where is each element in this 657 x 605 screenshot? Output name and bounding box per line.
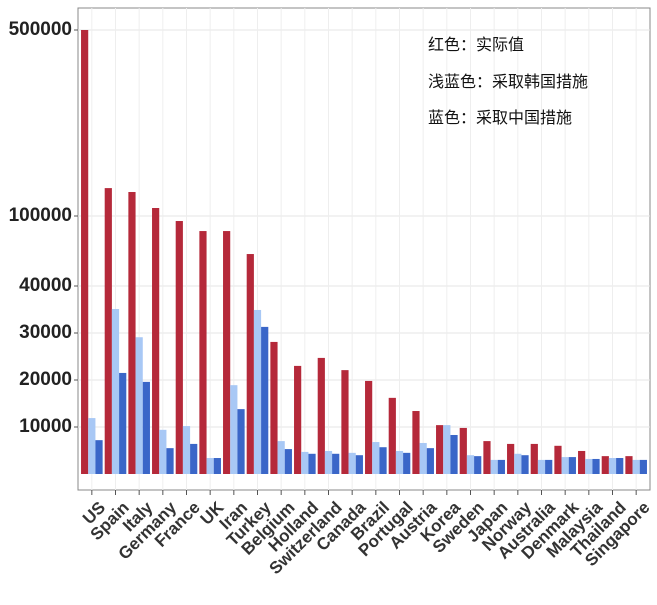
bar	[365, 380, 373, 474]
bar	[159, 429, 167, 474]
bar	[348, 452, 356, 474]
bar	[443, 425, 451, 474]
bar	[166, 448, 174, 474]
annotation: 蓝色：采取中国措施	[428, 109, 572, 127]
bar	[537, 459, 546, 474]
bar	[483, 441, 491, 474]
bar	[88, 418, 96, 474]
bar	[277, 441, 285, 474]
bar	[554, 445, 562, 474]
bar	[379, 447, 387, 474]
bar	[175, 221, 183, 474]
bar	[466, 455, 475, 474]
bar	[111, 309, 120, 474]
bar	[261, 326, 269, 474]
bar	[246, 254, 254, 474]
bar	[578, 450, 586, 474]
y-tick-label: 500000	[9, 19, 72, 40]
bar	[152, 208, 160, 474]
annotation: 浅蓝色：采取韩国措施	[428, 73, 588, 91]
bar	[412, 411, 420, 474]
bar	[237, 409, 245, 474]
bar	[142, 381, 150, 474]
bar	[182, 426, 191, 474]
bar	[625, 456, 633, 474]
bar	[514, 453, 522, 474]
bar	[294, 365, 302, 474]
bar	[270, 341, 278, 474]
bar	[585, 458, 593, 474]
y-tick-label: 100000	[9, 205, 72, 226]
bar	[426, 448, 434, 474]
bar	[616, 458, 624, 474]
bar	[474, 456, 482, 474]
bar	[521, 455, 529, 474]
bar	[608, 458, 617, 474]
bar	[135, 337, 143, 474]
bar	[355, 455, 363, 474]
bar	[450, 434, 458, 474]
bar	[223, 231, 231, 474]
bar	[419, 442, 427, 474]
bar	[284, 449, 292, 474]
bar	[436, 425, 444, 474]
y-tick-label: 10000	[19, 416, 72, 437]
bar	[230, 385, 238, 474]
bar	[568, 457, 576, 474]
bar	[530, 443, 538, 474]
bar	[545, 459, 553, 474]
bar	[308, 453, 316, 474]
bar	[317, 357, 325, 474]
bar	[332, 453, 340, 474]
bar	[199, 231, 207, 474]
bar	[324, 450, 333, 474]
bar	[507, 443, 515, 474]
bar	[561, 457, 569, 474]
bar	[372, 442, 380, 474]
bar	[119, 372, 127, 474]
bar	[81, 30, 89, 474]
bar	[403, 452, 411, 474]
bar	[490, 459, 498, 474]
annotation: 红色：实际值	[428, 36, 524, 54]
bar	[497, 459, 505, 474]
bar	[95, 440, 103, 474]
bar	[206, 458, 214, 474]
bar	[213, 458, 221, 474]
bar	[639, 459, 647, 474]
bar	[601, 456, 609, 474]
y-tick-label: 40000	[19, 275, 72, 296]
y-tick-label: 20000	[19, 369, 72, 390]
bar	[395, 450, 404, 474]
bar	[104, 188, 112, 474]
bar	[388, 397, 396, 474]
bar	[632, 459, 640, 474]
plot-panel	[77, 7, 651, 491]
bar	[301, 451, 309, 474]
bar	[459, 427, 467, 474]
bar	[592, 458, 600, 474]
bar	[341, 370, 349, 474]
y-tick-label: 30000	[19, 322, 72, 343]
bar	[190, 443, 198, 474]
bar	[253, 309, 262, 474]
bar	[128, 192, 136, 475]
